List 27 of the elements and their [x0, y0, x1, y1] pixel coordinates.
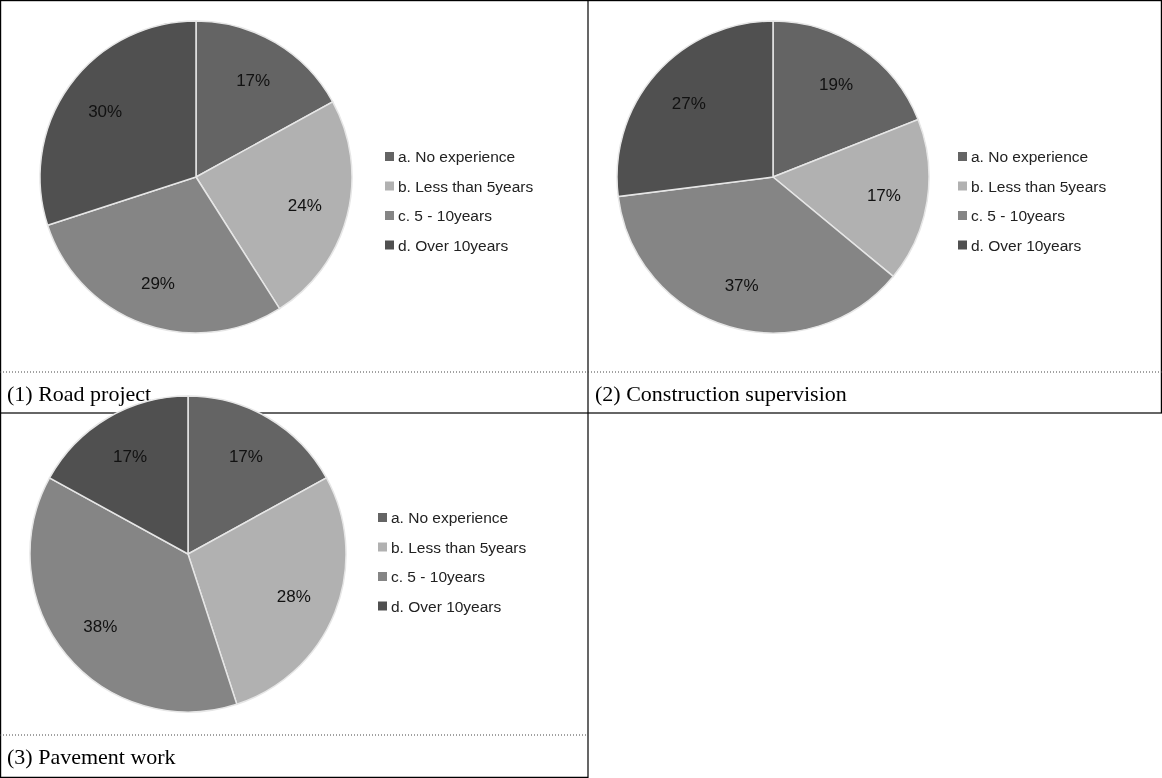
legend-label: b. Less than 5years	[398, 177, 534, 195]
data-label: 19%	[819, 75, 854, 95]
data-label: 24%	[287, 195, 322, 215]
legend-label: a. No experience	[391, 509, 509, 527]
legend-label: d. Over 10years	[391, 597, 502, 615]
data-label: 30%	[88, 101, 123, 121]
legend-label: c. 5 - 10years	[971, 207, 1066, 225]
legend-label: d. Over 10years	[971, 236, 1082, 254]
text: (1) Road project	[7, 381, 152, 406]
data-label: 38%	[83, 617, 118, 637]
legend-label: d. Over 10years	[398, 236, 509, 254]
data-label: 28%	[276, 586, 311, 606]
data-label: 17%	[228, 447, 263, 467]
data-label: 29%	[140, 273, 175, 293]
legend-label: b. Less than 5years	[971, 177, 1107, 195]
text: (3) Pavement work	[7, 744, 176, 769]
data-label: 37%	[724, 275, 759, 295]
text: (2) Construction supervision	[595, 381, 847, 406]
legend-label: c. 5 - 10years	[391, 568, 486, 586]
data-label: 27%	[671, 93, 706, 113]
legend-label: a. No experience	[398, 148, 516, 166]
legend-label: a. No experience	[971, 148, 1089, 166]
legend-label: b. Less than 5years	[391, 538, 527, 556]
data-label: 17%	[866, 185, 901, 205]
data-label: 17%	[113, 447, 148, 467]
data-label: 17%	[236, 71, 271, 91]
legend-label: c. 5 - 10years	[398, 207, 493, 225]
